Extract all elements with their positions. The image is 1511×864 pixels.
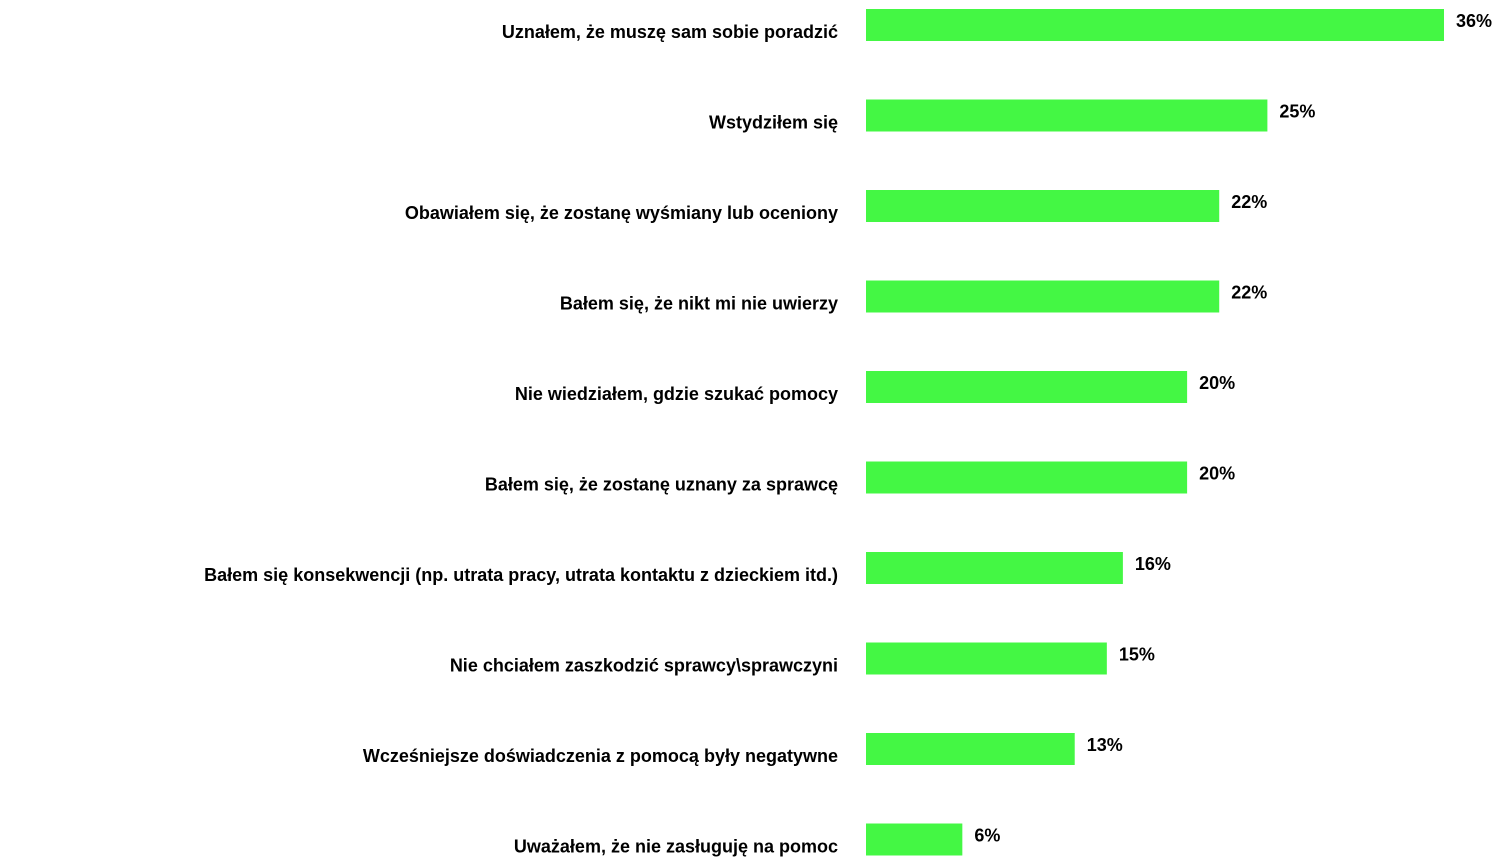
bar — [866, 190, 1220, 222]
value-label: 13% — [1087, 735, 1123, 755]
bar — [866, 642, 1107, 675]
bar — [866, 552, 1123, 584]
value-label: 15% — [1119, 644, 1155, 664]
value-label: 25% — [1279, 101, 1315, 121]
category-label: Uważałem, że nie zasługuję na pomoc — [514, 836, 838, 856]
category-label: Nie chciałem zaszkodzić sprawcy\sprawczy… — [450, 655, 838, 675]
category-label: Obawiałem się, że zostanę wyśmiany lub o… — [405, 203, 838, 223]
value-label: 20% — [1199, 463, 1235, 483]
bar — [866, 733, 1075, 765]
category-label: Wcześniejsze doświadczenia z pomocą były… — [363, 746, 838, 766]
value-label: 6% — [974, 825, 1000, 845]
bar — [866, 371, 1188, 403]
category-label: Nie wiedziałem, gdzie szukać pomocy — [515, 384, 838, 404]
bar — [866, 461, 1188, 494]
bar — [866, 99, 1268, 132]
category-label: Bałem się konsekwencji (np. utrata pracy… — [204, 565, 838, 585]
value-label: 20% — [1199, 373, 1235, 393]
value-label: 36% — [1456, 11, 1492, 31]
value-label: 22% — [1231, 282, 1267, 302]
category-label: Uznałem, że muszę sam sobie poradzić — [502, 22, 838, 42]
category-label: Wstydziłem się — [709, 112, 838, 132]
bar — [866, 280, 1220, 313]
value-label: 16% — [1135, 554, 1171, 574]
value-label: 22% — [1231, 192, 1267, 212]
category-label: Bałem się, że nikt mi nie uwierzy — [560, 293, 838, 313]
bar — [866, 9, 1444, 41]
bar — [866, 823, 963, 856]
category-label: Bałem się, że zostanę uznany za sprawcę — [485, 474, 838, 494]
